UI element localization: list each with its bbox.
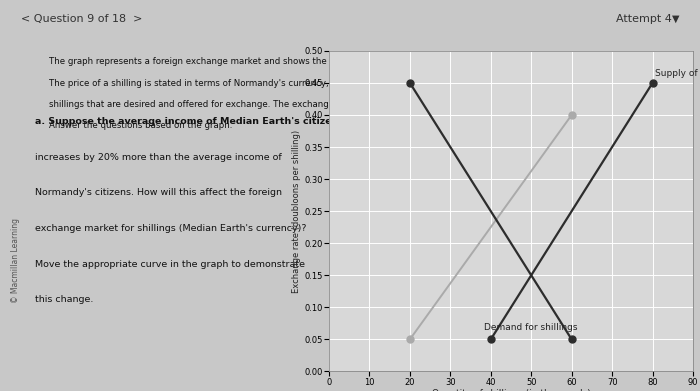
Text: The graph represents a foreign exchange market and shows the supply and demand f: The graph represents a foreign exchange … [49,57,593,66]
Text: Attempt 4: Attempt 4 [616,14,672,24]
Text: < Question 9 of 18  >: < Question 9 of 18 > [21,14,142,24]
Text: increases by 20% more than the average income of: increases by 20% more than the average i… [35,153,281,162]
Text: Normandy's citizens. How will this affect the foreign: Normandy's citizens. How will this affec… [35,188,282,197]
Text: this change.: this change. [35,295,93,304]
Text: The price of a shilling is stated in terms of Normandy's currency, the doubloon.: The price of a shilling is stated in ter… [49,79,572,88]
Text: exchange market for shillings (Median Earth's currency)?: exchange market for shillings (Median Ea… [35,224,307,233]
Y-axis label: Exchange rate (doubloons per shilling): Exchange rate (doubloons per shilling) [293,129,302,293]
Text: a. Suppose the average income of Median Earth's citizens: a. Suppose the average income of Median … [35,117,344,126]
Text: © Macmillan Learning: © Macmillan Learning [11,218,20,303]
Text: shillings that are desired and offered for exchange. The exchange rate in doublo: shillings that are desired and offered f… [49,100,606,109]
Text: ▼: ▼ [672,14,680,24]
Text: Demand for shillings: Demand for shillings [484,323,578,332]
Text: Move the appropriate curve in the graph to demonstrate: Move the appropriate curve in the graph … [35,260,305,269]
Text: Supply of shillings: Supply of shillings [654,69,700,78]
X-axis label: Quantity of shillings (in thousands): Quantity of shillings (in thousands) [432,389,590,391]
Text: Answer the questions based on the graph.: Answer the questions based on the graph. [49,121,232,130]
